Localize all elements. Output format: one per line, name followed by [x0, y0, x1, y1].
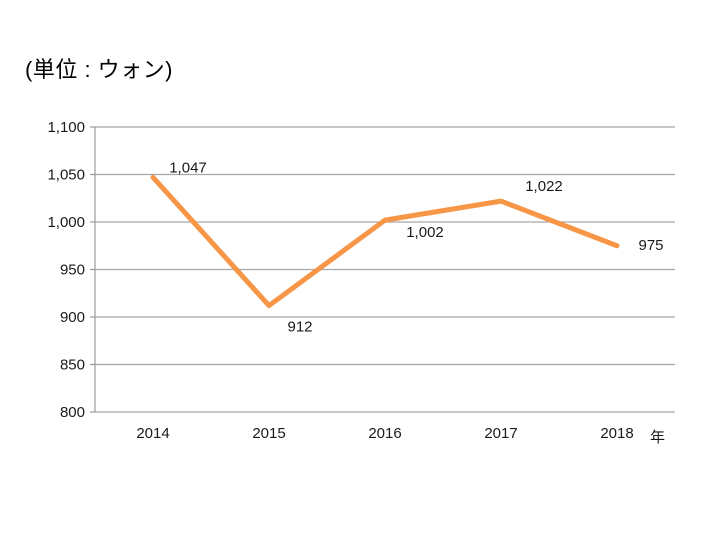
data-point-label: 1,022 — [525, 178, 563, 195]
x-tick-label: 2016 — [368, 425, 401, 442]
x-tick-label: 2014 — [136, 425, 169, 442]
data-point-label: 1,047 — [169, 159, 207, 176]
y-tick-label: 1,000 — [47, 214, 85, 231]
y-tick-label: 900 — [60, 309, 85, 326]
x-tick-label: 2015 — [252, 425, 285, 442]
x-tick-label: 2018 — [600, 425, 633, 442]
y-tick-label: 950 — [60, 262, 85, 279]
data-point-label: 975 — [638, 237, 663, 254]
data-series-line — [150, 174, 620, 309]
x-tick-label: 2017 — [484, 425, 517, 442]
x-axis-unit-label: 年 — [650, 429, 666, 446]
data-point-label: 1,002 — [406, 224, 444, 241]
y-tick-label: 1,100 — [47, 119, 85, 136]
chart-unit-title: (単位 : ウォン) — [25, 57, 173, 82]
y-tick-label: 850 — [60, 357, 85, 374]
y-tick-label: 800 — [60, 404, 85, 421]
data-point-label: 912 — [287, 319, 312, 336]
y-tick-label: 1,050 — [47, 167, 85, 184]
